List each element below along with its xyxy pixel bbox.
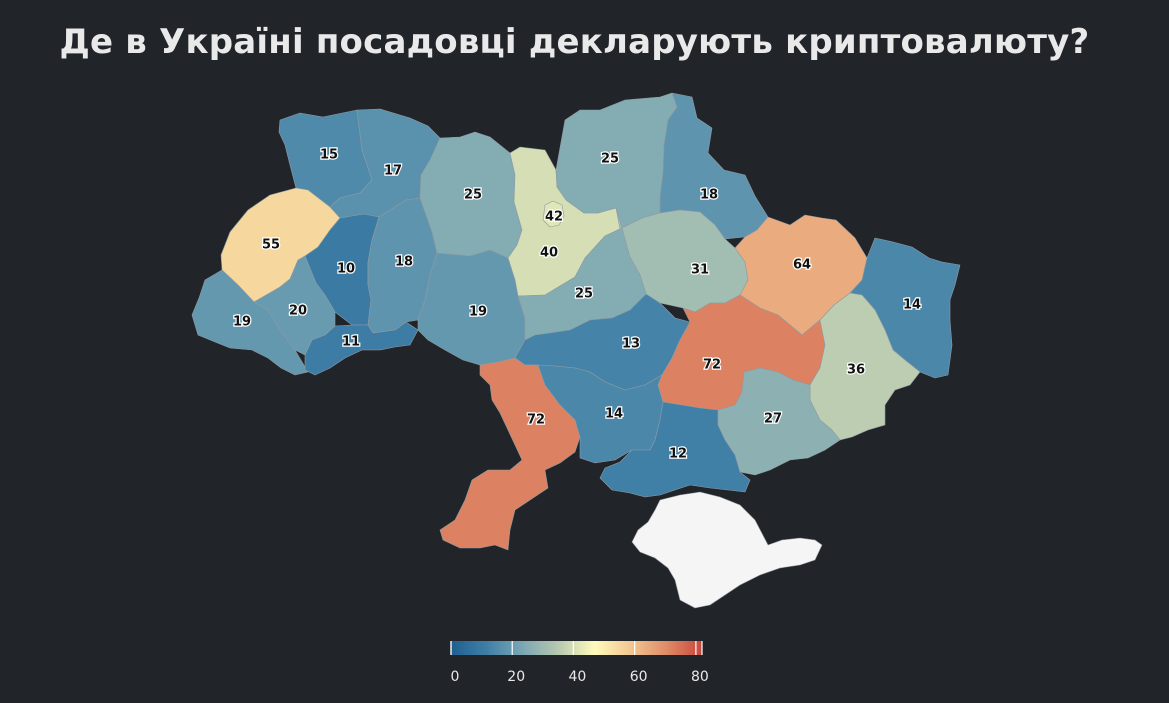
region-label-volyn: 15 (320, 148, 338, 163)
region-label-chernivtsi: 11 (342, 335, 360, 350)
map-title: Де в Україні посадовці декларують крипто… (59, 22, 1090, 62)
region-label-chernihiv: 25 (601, 152, 619, 167)
region-label-kharkiv: 64 (793, 258, 811, 273)
region-label-cherkasy: 25 (575, 287, 593, 302)
region-label-zaporizhzhia: 27 (764, 412, 782, 427)
region-kyiv-city (542, 200, 565, 228)
region-label-sumy: 18 (700, 188, 718, 203)
legend-tick-label: 0 (451, 669, 460, 685)
region-label-ivano-frankivsk: 20 (289, 304, 307, 319)
region-label-khmelnytskyi: 18 (395, 255, 413, 270)
region-label-mykolaiv: 14 (605, 407, 623, 422)
region-ivano-frankivsk (253, 255, 336, 356)
region-crimea (631, 491, 823, 609)
legend-color-bar (451, 641, 702, 655)
region-label-luhansk: 14 (903, 298, 921, 313)
region-label-dnipropetrovsk: 72 (703, 358, 721, 373)
region-label-kherson: 12 (669, 447, 687, 462)
region-label-zakarpattia: 19 (233, 315, 251, 330)
region-kherson (599, 401, 751, 498)
region-zakarpattia (191, 269, 309, 376)
region-label-donetsk: 36 (847, 363, 865, 378)
region-label-rivne: 17 (384, 164, 402, 179)
labels-layer: 15 17 25 40 42 25 18 55 10 18 31 64 14 19 20 11 19 25 13 72… (232, 146, 922, 462)
color-legend: 0 20 40 60 80 (450, 641, 709, 685)
region-label-poltava: 31 (691, 263, 709, 278)
region-label-ternopil: 10 (337, 262, 355, 277)
region-label-kyiv-oblast: 40 (540, 246, 558, 261)
legend-tick-label: 40 (569, 669, 587, 685)
region-label-lviv: 55 (262, 238, 280, 253)
legend-tick-label: 80 (691, 669, 709, 685)
region-label-kirovohrad: 13 (622, 337, 640, 352)
region-chernivtsi (304, 321, 419, 376)
regions-layer (191, 92, 961, 609)
region-label-odesa: 72 (527, 413, 545, 428)
region-label-zhytomyr: 25 (464, 188, 482, 203)
legend-tick-label: 60 (630, 669, 648, 685)
region-label-kyiv-city: 42 (545, 210, 563, 225)
region-label-vinnytsia: 19 (469, 305, 487, 320)
legend-tick-label: 20 (507, 669, 525, 685)
legend-ticks: 0 20 40 60 80 (450, 641, 709, 685)
